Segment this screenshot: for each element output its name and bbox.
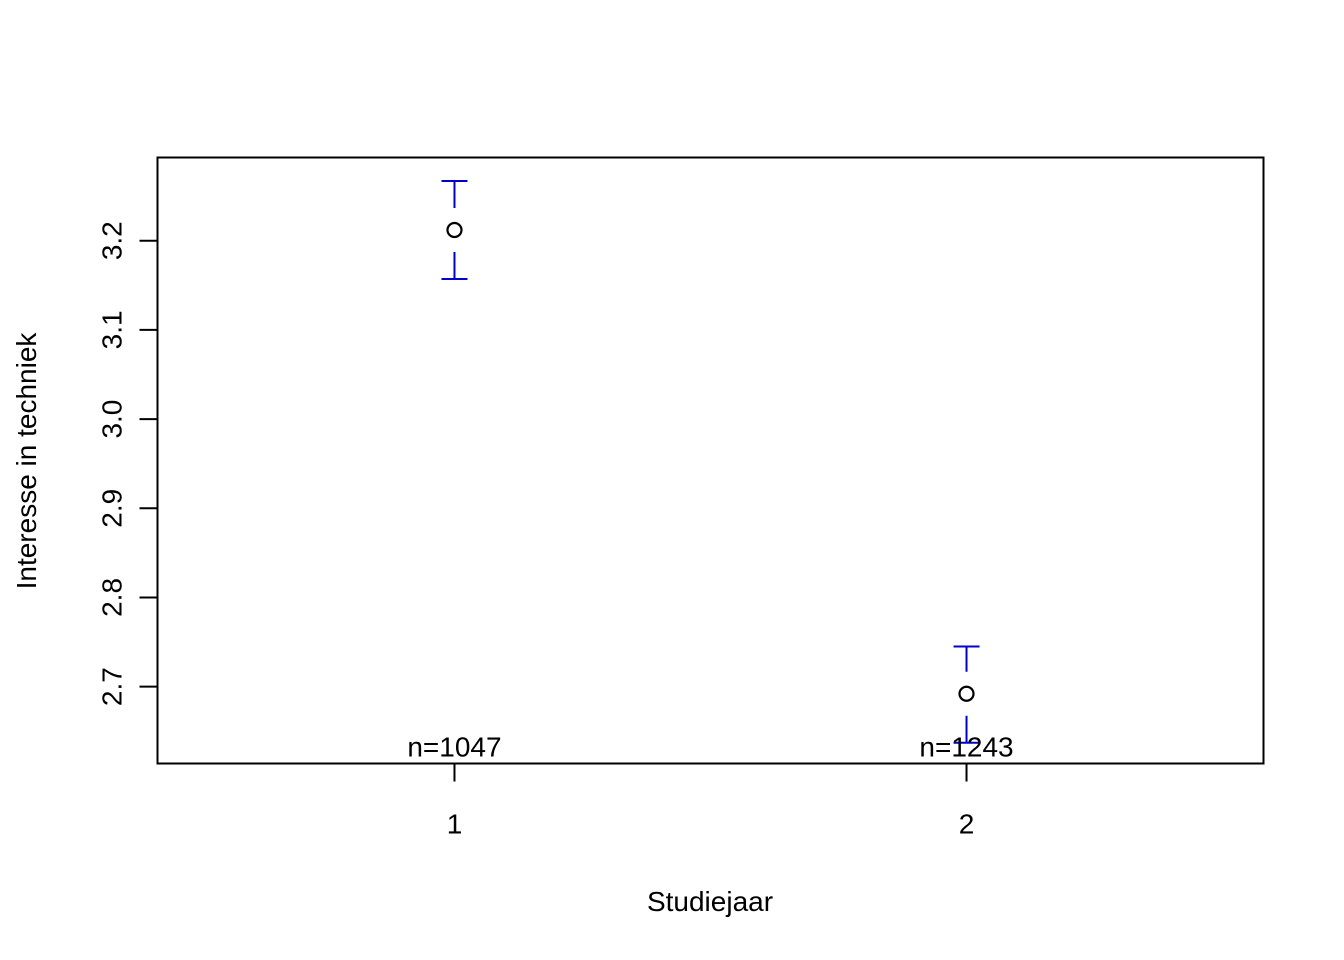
data-marks (441, 179, 980, 744)
y-tick-label: 3.0 (97, 400, 128, 439)
y-tick-label: 2.9 (97, 489, 128, 528)
mean-point (958, 685, 975, 702)
n-labels: n=1047 n=1243 (407, 732, 1013, 763)
y-tick-label: 3.1 (97, 310, 128, 349)
mean-point (446, 221, 463, 239)
y-tick-label: 2.7 (97, 667, 128, 706)
y-axis-title: Interesse in techniek (11, 332, 42, 590)
error-bar-group (441, 179, 468, 281)
y-tick-label: 3.2 (97, 221, 128, 260)
x-axis-title: Studiejaar (647, 886, 773, 917)
y-axis: 2.7 2.8 2.9 3.0 3.1 3.2 (97, 221, 159, 706)
x-tick-label: 2 (959, 809, 975, 840)
plot-frame (156, 156, 1265, 765)
y-tick-label: 2.8 (97, 578, 128, 617)
x-tick-label: 1 (447, 809, 463, 840)
error-bar-group (953, 645, 980, 744)
n-label: n=1243 (919, 732, 1013, 763)
n-label: n=1047 (407, 732, 501, 763)
